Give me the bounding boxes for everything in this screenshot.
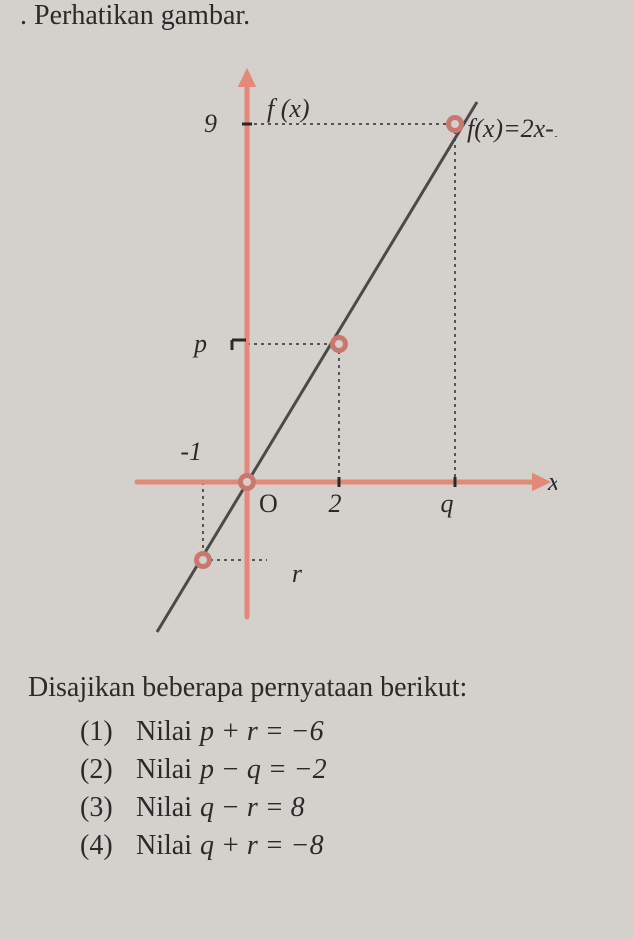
stmt-num: (3) <box>80 792 136 824</box>
svg-text:r: r <box>291 559 302 588</box>
stmt-num: (1) <box>80 716 136 748</box>
svg-text:f (x): f (x) <box>267 94 310 123</box>
question-heading: . Perhatikan gambar. <box>20 0 613 32</box>
stmt-label: Nilai <box>136 792 192 824</box>
svg-text:f(x)=2x-1: f(x)=2x-1 <box>467 114 557 143</box>
stmt-label: Nilai <box>136 716 192 748</box>
statement-4: (4) Nilai q + r = −8 <box>80 830 613 862</box>
function-graph: f (x) x Of(x)=2x-1 9 -1 p r 2 q <box>77 62 557 642</box>
stmt-expr: q + r = −8 <box>200 830 324 862</box>
stmt-expr: p − q = −2 <box>200 754 327 786</box>
svg-text:2: 2 <box>328 489 341 518</box>
statement-3: (3) Nilai q − r = 8 <box>80 792 613 824</box>
stmt-label: Nilai <box>136 754 192 786</box>
svg-text:-1: -1 <box>180 437 202 466</box>
statement-1: (1) Nilai p + r = −6 <box>80 716 613 748</box>
stmt-expr: q − r = 8 <box>200 792 305 824</box>
svg-text:O: O <box>259 489 278 518</box>
stmt-label: Nilai <box>136 830 192 862</box>
svg-text:q: q <box>440 489 453 518</box>
svg-text:x: x <box>547 467 557 496</box>
graph-svg: f (x) x Of(x)=2x-1 9 -1 p r 2 q <box>77 62 557 642</box>
statement-2: (2) Nilai p − q = −2 <box>80 754 613 786</box>
page: . Perhatikan gambar. f (x) x Of(x)=2x-1 9 -1… <box>0 0 633 939</box>
statements-list: (1) Nilai p + r = −6 (2) Nilai p − q = −… <box>20 716 613 862</box>
stmt-num: (4) <box>80 830 136 862</box>
stmt-num: (2) <box>80 754 136 786</box>
stmt-expr: p + r = −6 <box>200 716 324 748</box>
svg-text:p: p <box>192 329 207 358</box>
svg-text:9: 9 <box>204 109 217 138</box>
followup-text: Disajikan beberapa pernyataan berikut: <box>28 672 613 704</box>
